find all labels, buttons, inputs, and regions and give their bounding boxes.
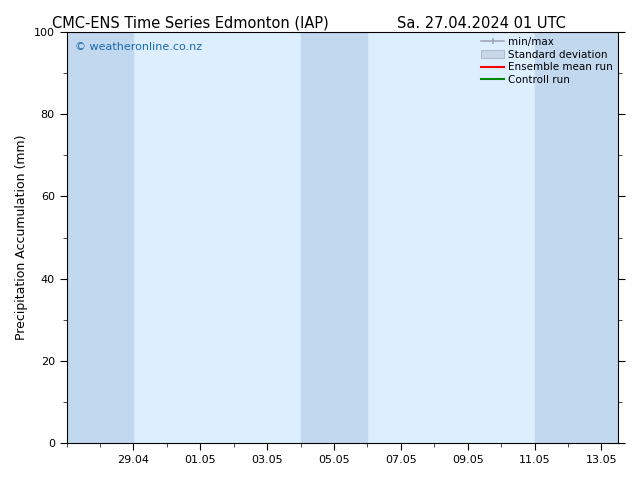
- Bar: [67, 32, 133, 443]
- Legend: min/max, Standard deviation, Ensemble mean run, Controll run: min/max, Standard deviation, Ensemble me…: [478, 34, 616, 88]
- Text: CMC-ENS Time Series Edmonton (IAP): CMC-ENS Time Series Edmonton (IAP): [52, 16, 328, 31]
- Text: © weatheronline.co.nz: © weatheronline.co.nz: [75, 42, 202, 52]
- Text: Sa. 27.04.2024 01 UTC: Sa. 27.04.2024 01 UTC: [398, 16, 566, 31]
- Bar: [534, 32, 618, 443]
- Bar: [301, 32, 368, 443]
- Y-axis label: Precipitation Accumulation (mm): Precipitation Accumulation (mm): [15, 135, 28, 341]
